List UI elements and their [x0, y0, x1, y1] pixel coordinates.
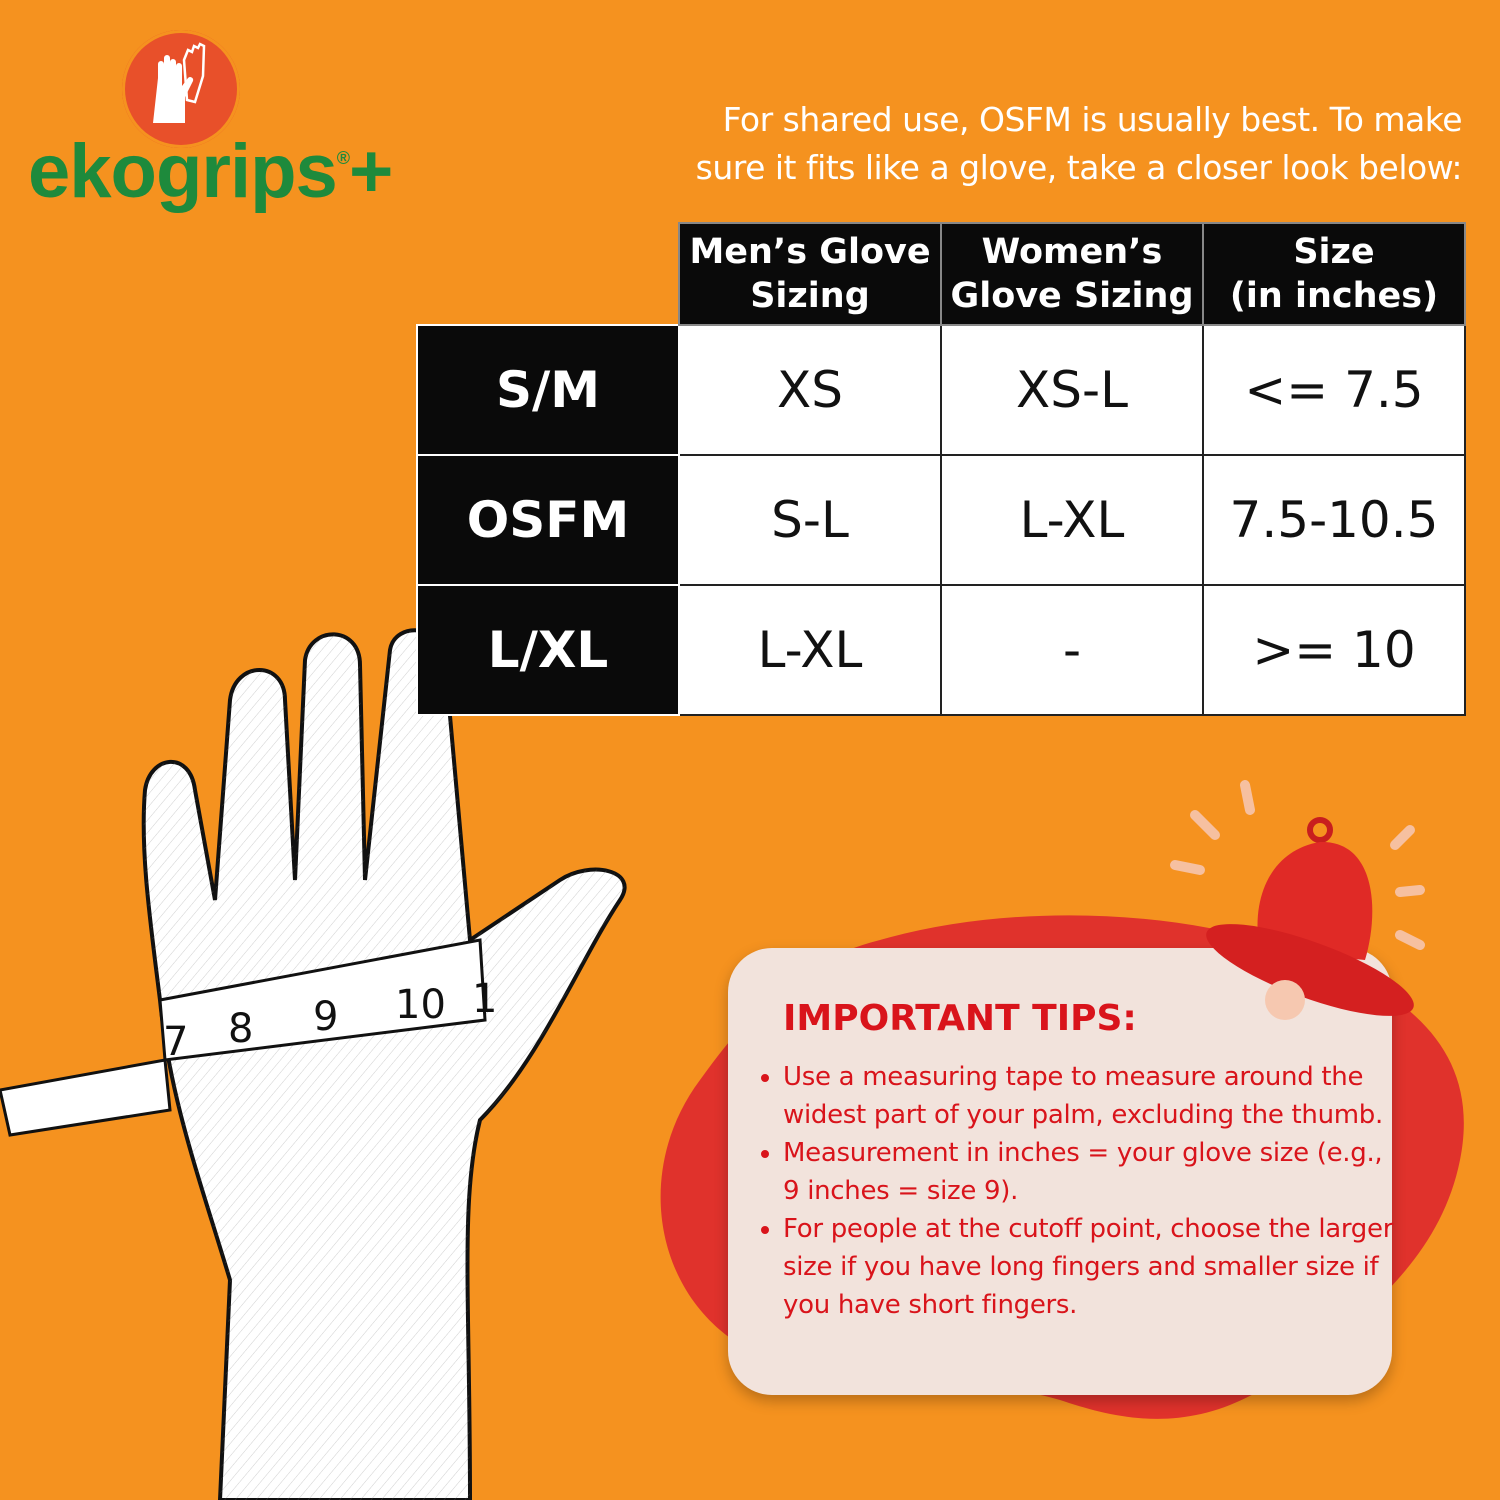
- tips-list: Use a measuring tape to measure around t…: [756, 1058, 1403, 1324]
- tips-card: [728, 948, 1392, 1395]
- bell-icon: [1170, 780, 1425, 1020]
- row-size: L/XL: [416, 584, 680, 716]
- table-row: L/XL L-XL - >= 10: [416, 584, 1466, 716]
- tape-number: 9: [313, 994, 338, 1040]
- hand-illustration: 7 8 9 10 1: [0, 628, 627, 1500]
- cell-womens: XS-L: [940, 324, 1204, 456]
- header-line: Size: [1293, 232, 1375, 272]
- gloves-icon: [153, 42, 206, 123]
- cell-inches: >= 10: [1202, 584, 1466, 716]
- row-size: OSFM: [416, 454, 680, 586]
- cell-inches: <= 7.5: [1202, 324, 1466, 456]
- tape-number: 8: [228, 1006, 253, 1052]
- registered-mark: ®: [336, 148, 350, 168]
- table-row: OSFM S-L L-XL 7.5-10.5: [416, 454, 1466, 586]
- header-mens: Men’s Glove Sizing: [678, 222, 942, 326]
- intro-text: For shared use, OSFM is usually best. To…: [695, 96, 1463, 192]
- brand-plus: +: [349, 129, 393, 214]
- header-line: Men’s Glove: [689, 232, 931, 272]
- tape-number: 7: [163, 1019, 188, 1065]
- row-size: S/M: [416, 324, 680, 456]
- cell-inches: 7.5-10.5: [1202, 454, 1466, 586]
- cell-womens: -: [940, 584, 1204, 716]
- brand-name: ekogrips®+: [28, 128, 393, 215]
- header-inches: Size (in inches): [1202, 222, 1466, 326]
- tape-number: 1: [472, 976, 497, 1022]
- intro-line-2: sure it fits like a glove, take a closer…: [695, 148, 1463, 187]
- cell-mens: S-L: [678, 454, 942, 586]
- tape-number: 10: [395, 982, 446, 1028]
- header-womens: Women’s Glove Sizing: [940, 222, 1204, 326]
- cell-mens: L-XL: [678, 584, 942, 716]
- header-line: (in inches): [1229, 276, 1439, 316]
- logo-circle: [122, 30, 240, 148]
- tip-item: Measurement in inches = your glove size …: [783, 1134, 1403, 1210]
- header-line: Women’s: [981, 232, 1163, 272]
- table-row: S/M XS XS-L <= 7.5: [416, 324, 1466, 456]
- table-header-row: Men’s Glove Sizing Women’s Glove Sizing Si…: [417, 222, 1466, 326]
- intro-line-1: For shared use, OSFM is usually best. To…: [722, 100, 1463, 139]
- cell-womens: L-XL: [940, 454, 1204, 586]
- header-line: Sizing: [750, 276, 870, 316]
- table-corner: [417, 223, 679, 325]
- size-chart-table: Men’s Glove Sizing Women’s Glove Sizing Si…: [416, 222, 1466, 716]
- brand-text: ekogrips: [28, 129, 338, 214]
- header-line: Glove Sizing: [950, 276, 1194, 316]
- cell-mens: XS: [678, 324, 942, 456]
- tip-item: Use a measuring tape to measure around t…: [783, 1058, 1403, 1134]
- tip-item: For people at the cutoff point, choose t…: [783, 1210, 1403, 1324]
- tips-title: IMPORTANT TIPS:: [783, 998, 1137, 1039]
